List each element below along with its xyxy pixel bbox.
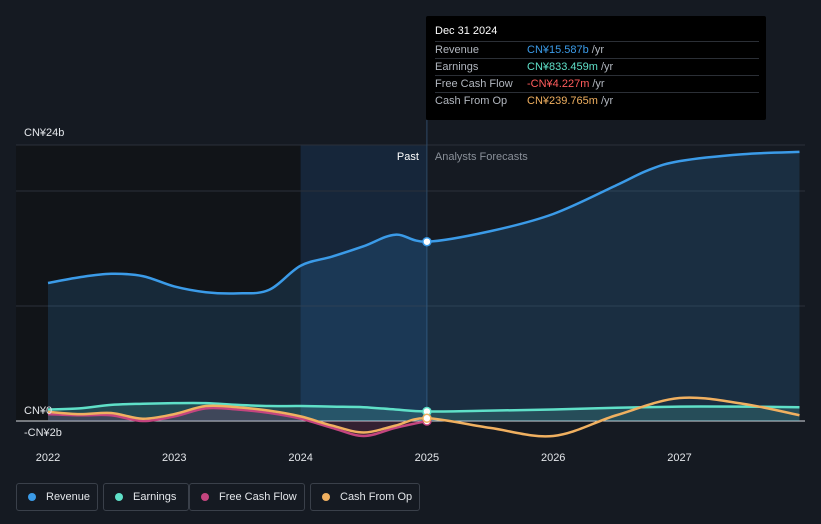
- y-axis-label: -CN¥2b: [24, 427, 62, 439]
- revenue-area: [48, 151, 800, 421]
- legend-label: Free Cash Flow: [219, 491, 297, 503]
- free-cash-flow-line: [47, 406, 428, 438]
- tooltip-row-cash-from-op: Cash From Op CN¥239.765m/yr: [435, 92, 759, 110]
- earnings-line: [47, 401, 800, 413]
- x-tick-label: 2025: [415, 452, 439, 464]
- legend-dot-icon: [201, 493, 209, 501]
- tooltip-row-revenue: Revenue CN¥15.587b/yr: [435, 41, 759, 59]
- cash-from-op-line: [47, 396, 800, 438]
- legend-item-free-cash-flow[interactable]: Free Cash Flow: [189, 483, 305, 511]
- past-label: Past: [397, 151, 419, 163]
- tooltip-value: CN¥239.765m: [527, 95, 598, 107]
- marker-layer: [422, 236, 432, 426]
- tooltip-row-free-cash-flow: Free Cash Flow -CN¥4.227m/yr: [435, 75, 759, 93]
- tooltip-label: Revenue: [435, 44, 480, 56]
- forecast-label: Analysts Forecasts: [435, 151, 528, 163]
- x-tick-label: 2024: [288, 452, 312, 464]
- x-tick-label: 2022: [36, 452, 60, 464]
- tooltip-value: -CN¥4.227m: [527, 78, 590, 90]
- tooltip-label: Cash From Op: [435, 95, 508, 107]
- axis-layer: CN¥24b CN¥0 -CN¥2b 2022 2023 2024 2025 2026 2027…: [24, 127, 692, 464]
- legend-dot-icon: [115, 493, 123, 501]
- tooltip-unit: /yr: [600, 61, 614, 73]
- tooltip-value: CN¥833.459m: [527, 61, 598, 73]
- legend-dot-icon: [322, 493, 330, 501]
- tooltip-value: CN¥15.587b: [527, 44, 589, 56]
- legend-label: Cash From Op: [340, 491, 413, 503]
- x-tick-label: 2027: [667, 452, 691, 464]
- x-tick-label: 2026: [541, 452, 565, 464]
- legend-item-earnings[interactable]: Earnings: [103, 483, 189, 511]
- tooltip-label: Earnings: [435, 61, 479, 73]
- tooltip-row-earnings: Earnings CN¥833.459m/yr: [435, 58, 759, 76]
- tooltip-date: Dec 31 2024: [435, 25, 498, 37]
- tooltip-unit: /yr: [591, 44, 605, 56]
- legend-item-cash-from-op[interactable]: Cash From Op: [310, 483, 420, 511]
- y-axis-label: CN¥24b: [24, 127, 64, 139]
- tooltip-label: Free Cash Flow: [435, 78, 513, 90]
- y-axis-label: CN¥0: [24, 405, 52, 417]
- tooltip-unit: /yr: [600, 95, 614, 107]
- tooltip: Dec 31 2024 Revenue CN¥15.587b/yr Earnin…: [426, 16, 766, 120]
- free-cash-flow-area: [48, 407, 427, 436]
- revenue-marker: [422, 236, 432, 247]
- tooltip-unit: /yr: [592, 78, 605, 90]
- legend-item-revenue[interactable]: Revenue: [16, 483, 98, 511]
- revenue-line: [47, 150, 800, 295]
- legend-label: Earnings: [133, 491, 177, 503]
- x-tick-label: 2023: [162, 452, 186, 464]
- legend-dot-icon: [28, 493, 36, 501]
- cash-from-op-marker: [422, 413, 432, 423]
- legend-label: Revenue: [46, 491, 91, 503]
